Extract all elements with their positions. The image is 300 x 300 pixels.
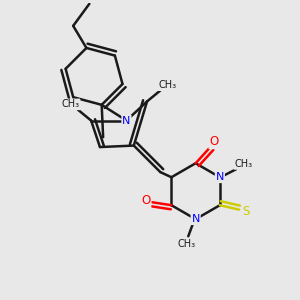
Text: CH₃: CH₃	[61, 99, 80, 110]
Text: N: N	[216, 172, 224, 182]
Text: O: O	[141, 194, 150, 207]
Text: N: N	[122, 116, 130, 126]
Text: O: O	[209, 135, 218, 148]
Text: CH₃: CH₃	[159, 80, 177, 90]
Text: CH₃: CH₃	[234, 159, 253, 169]
Text: N: N	[191, 214, 200, 224]
Text: S: S	[243, 205, 250, 218]
Text: CH₃: CH₃	[178, 239, 196, 249]
